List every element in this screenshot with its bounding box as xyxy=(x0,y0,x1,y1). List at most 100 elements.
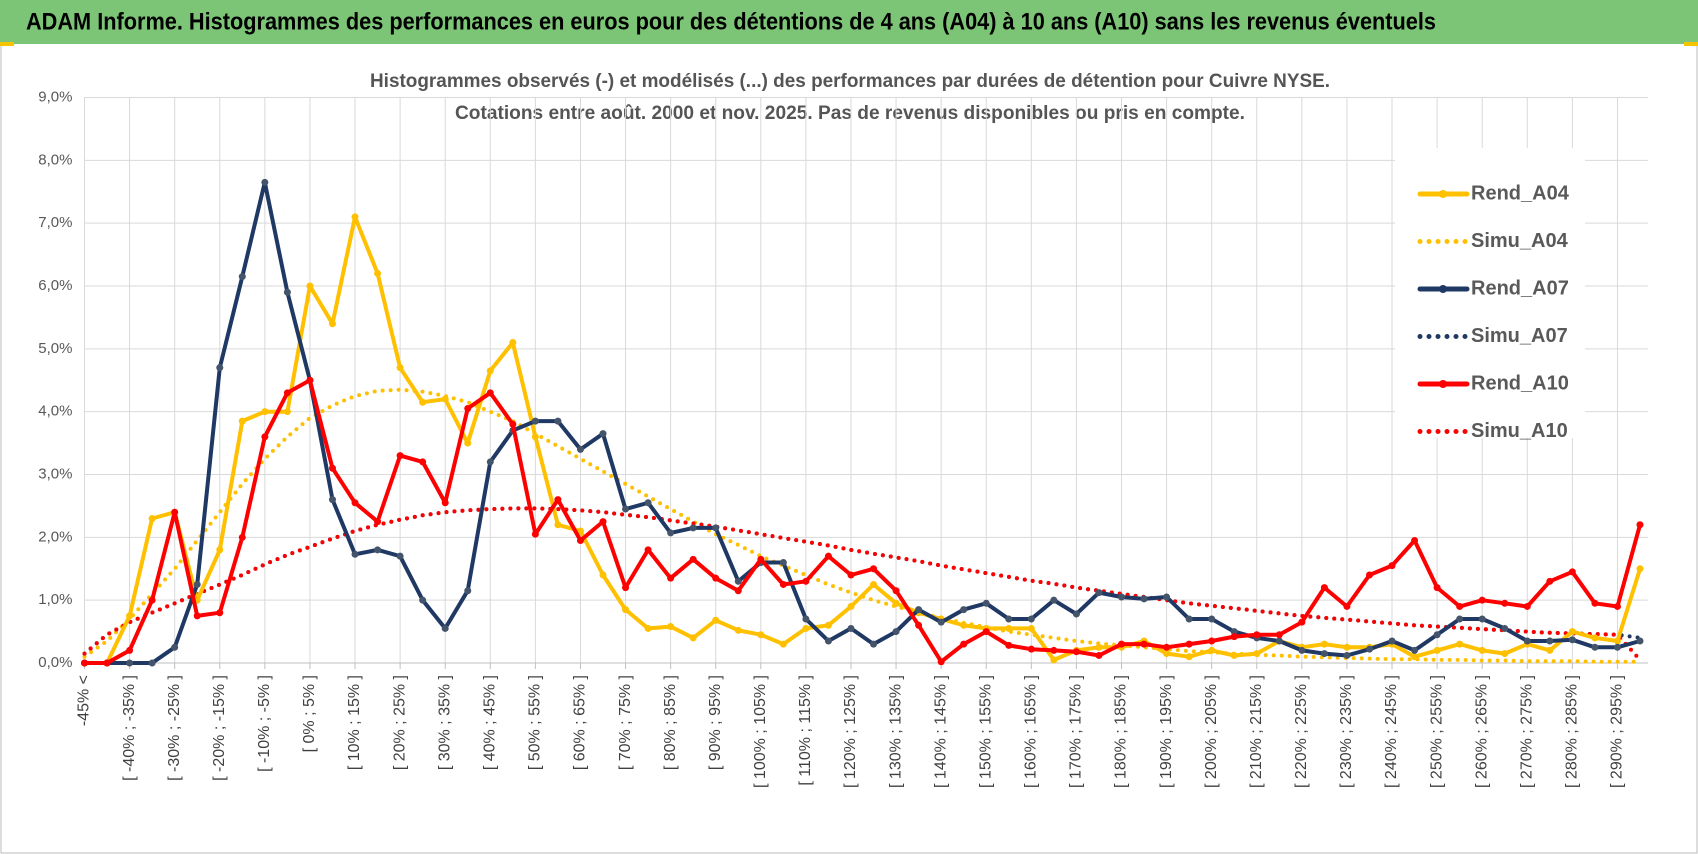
point xyxy=(238,273,246,281)
point xyxy=(126,659,134,667)
x-tick-label: [ 80% ; 85% ] xyxy=(662,675,679,770)
legend: Rend_A04 Simu_A04 Rend_A07 Simu_A07 Rend_A10… xyxy=(1395,148,1585,442)
point xyxy=(689,524,697,532)
point xyxy=(960,621,968,629)
point xyxy=(757,555,765,563)
point xyxy=(622,505,630,513)
point xyxy=(193,580,201,588)
point xyxy=(351,499,359,507)
point xyxy=(1591,634,1599,642)
x-tick-label: [ 0% ; 5% ] xyxy=(301,675,318,752)
point xyxy=(1163,593,1171,601)
point xyxy=(283,408,291,416)
point xyxy=(419,398,427,406)
y-tick-label: 2,0% xyxy=(38,528,72,545)
x-tick-label: [ 120% ; 125% ] xyxy=(842,675,859,788)
point xyxy=(328,464,336,472)
point xyxy=(802,577,810,585)
point xyxy=(1050,596,1058,604)
point xyxy=(396,452,404,460)
point xyxy=(1230,651,1238,659)
point xyxy=(328,496,336,504)
x-tick-label: [ 270% ; 275% ] xyxy=(1519,675,1536,788)
point xyxy=(1636,565,1644,573)
point xyxy=(1185,640,1193,648)
point xyxy=(486,389,494,397)
point xyxy=(1411,646,1419,654)
point xyxy=(667,529,675,537)
point xyxy=(870,580,878,588)
point xyxy=(599,518,607,526)
point xyxy=(1613,643,1621,651)
point xyxy=(1298,618,1306,626)
point xyxy=(1072,648,1080,656)
observed-line xyxy=(82,180,1642,665)
point xyxy=(1433,631,1441,639)
point xyxy=(1005,615,1013,623)
point xyxy=(960,640,968,648)
point xyxy=(238,417,246,425)
point xyxy=(824,637,832,645)
y-tick-label: 8,0% xyxy=(38,151,72,168)
point xyxy=(1050,656,1058,664)
x-tick-label: [ 160% ; 165% ] xyxy=(1023,675,1040,788)
point xyxy=(148,596,156,604)
legend-marker xyxy=(1439,285,1447,293)
point xyxy=(374,269,382,277)
point xyxy=(644,624,652,632)
point xyxy=(802,624,810,632)
x-tick-label: [ 20% ; 25% ] xyxy=(391,675,408,770)
point xyxy=(824,552,832,560)
x-tick-label: [ 130% ; 135% ] xyxy=(887,675,904,788)
point xyxy=(1230,628,1238,636)
point xyxy=(283,288,291,296)
point xyxy=(193,612,201,620)
x-tick-label: [ 40% ; 45% ] xyxy=(482,675,499,770)
point xyxy=(148,514,156,522)
point xyxy=(937,618,945,626)
point xyxy=(1433,584,1441,592)
point xyxy=(757,631,765,639)
point xyxy=(1005,641,1013,649)
x-tick-label: [ 240% ; 245% ] xyxy=(1383,675,1400,788)
point xyxy=(599,571,607,579)
point xyxy=(870,640,878,648)
point xyxy=(464,587,472,595)
point xyxy=(576,445,584,453)
x-tick-label: [ 70% ; 75% ] xyxy=(617,675,634,770)
point xyxy=(261,433,269,441)
point xyxy=(554,417,562,425)
point xyxy=(306,376,314,384)
x-tick-label: [ 180% ; 185% ] xyxy=(1113,675,1130,788)
point xyxy=(1523,602,1531,610)
point xyxy=(419,596,427,604)
x-tick-label: [ -10% ; -5% ] xyxy=(256,675,273,772)
point xyxy=(847,571,855,579)
point xyxy=(892,587,900,595)
point xyxy=(1478,646,1486,654)
point xyxy=(847,624,855,632)
point xyxy=(1095,643,1103,651)
point xyxy=(261,178,269,186)
point xyxy=(712,616,720,624)
point xyxy=(554,496,562,504)
point xyxy=(779,580,787,588)
chart-title: Histogrammes observés (-) et modélisés (… xyxy=(370,71,1330,92)
point xyxy=(171,643,179,651)
point xyxy=(802,615,810,623)
point xyxy=(509,420,517,428)
point xyxy=(847,602,855,610)
point xyxy=(1388,637,1396,645)
header-bar xyxy=(0,0,1698,44)
point xyxy=(1591,599,1599,607)
point xyxy=(328,320,336,328)
point xyxy=(441,395,449,403)
point xyxy=(419,458,427,466)
header-title: ADAM Informe. Histogrammes des performan… xyxy=(26,8,1436,35)
corner-accent xyxy=(1684,42,1698,46)
x-tick-label: [ 230% ; 235% ] xyxy=(1338,675,1355,788)
point xyxy=(1072,610,1080,618)
point xyxy=(351,213,359,221)
chart-subtitle: Cotations entre août. 2000 et nov. 2025.… xyxy=(455,103,1245,124)
